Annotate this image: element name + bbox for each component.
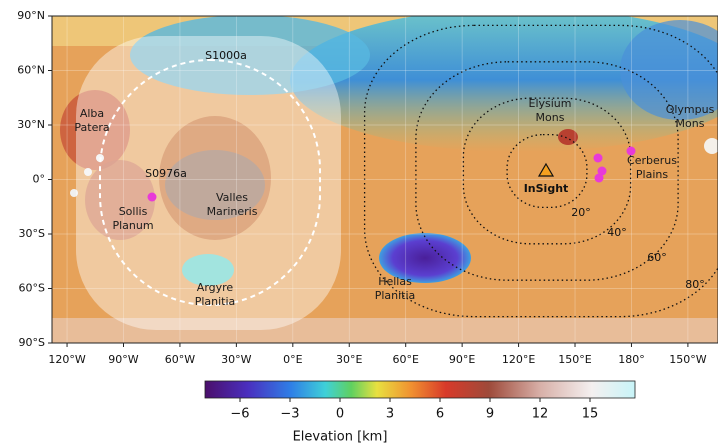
event-marker	[595, 174, 604, 183]
lon-tick-label: 0°E	[283, 353, 302, 366]
lat-tick-label: 60°S	[19, 282, 45, 295]
distance-label: 40°	[607, 226, 627, 239]
lon-tick-label: 30°E	[336, 353, 362, 366]
distance-label: 20°	[571, 206, 591, 219]
place-label: Plains	[636, 168, 668, 181]
place-label: Hellas	[378, 275, 412, 288]
colorbar-tick-label: 15	[582, 407, 599, 422]
lat-tick-label: 90°S	[19, 336, 45, 349]
colorbar-tick-label: 6	[436, 407, 444, 422]
lat-tick-label: 60°N	[17, 64, 45, 77]
place-label: Marineris	[207, 205, 258, 218]
lat-tick-label: 0°	[33, 173, 46, 186]
event-marker	[148, 193, 157, 202]
place-label: Patera	[74, 121, 109, 134]
event-label: S0976a	[145, 167, 187, 180]
page: InSight S1000a S0976a Elevation [km] 90°…	[0, 0, 718, 448]
place-label: Alba	[80, 107, 104, 120]
lon-tick-label: 90°W	[108, 353, 138, 366]
lat-tick-label: 90°N	[17, 9, 45, 22]
place-label: Planitia	[195, 295, 236, 308]
colorbar-label: Elevation [km]	[293, 430, 388, 445]
lon-tick-label: 60°W	[165, 353, 195, 366]
place-label: Cerberus	[627, 154, 677, 167]
colorbar-tick-label: 9	[486, 407, 494, 422]
colorbar-tick-label: −6	[230, 407, 249, 422]
place-label: Valles	[216, 191, 248, 204]
distance-label: 80°	[685, 278, 705, 291]
lon-tick-label: 60°E	[392, 353, 418, 366]
distance-label: 60°	[647, 251, 667, 264]
place-label: Sollis	[119, 205, 148, 218]
colorbar-tick-label: 3	[386, 407, 394, 422]
colorbar	[205, 381, 635, 398]
lon-tick-label: 150°E	[558, 353, 591, 366]
lon-tick-label: 150°W	[669, 353, 706, 366]
station-label: InSight	[524, 182, 569, 195]
lon-tick-label: 120°E	[502, 353, 535, 366]
place-label: Elysium	[529, 97, 572, 110]
lon-tick-label: 30°W	[221, 353, 251, 366]
lat-tick-label: 30°N	[17, 118, 45, 131]
lon-tick-label: 120°W	[48, 353, 85, 366]
colorbar-tick-label: −3	[280, 407, 299, 422]
lon-tick-label: 180°	[618, 353, 645, 366]
event-marker	[594, 154, 603, 163]
map-figure: InSight S1000a S0976a Elevation [km] 90°…	[0, 0, 718, 448]
lon-tick-label: 90°E	[449, 353, 475, 366]
place-label: Mons	[536, 111, 565, 124]
place-label: Olympus	[666, 103, 715, 116]
event-label: S1000a	[205, 49, 247, 62]
lat-tick-label: 30°S	[19, 227, 45, 240]
colorbar-tick-label: 12	[532, 407, 549, 422]
place-label: Planum	[112, 219, 153, 232]
place-label: Planitia	[375, 289, 416, 302]
colorbar-tick-label: 0	[336, 407, 344, 422]
place-label: Argyre	[197, 281, 234, 294]
place-label: Mons	[676, 117, 705, 130]
